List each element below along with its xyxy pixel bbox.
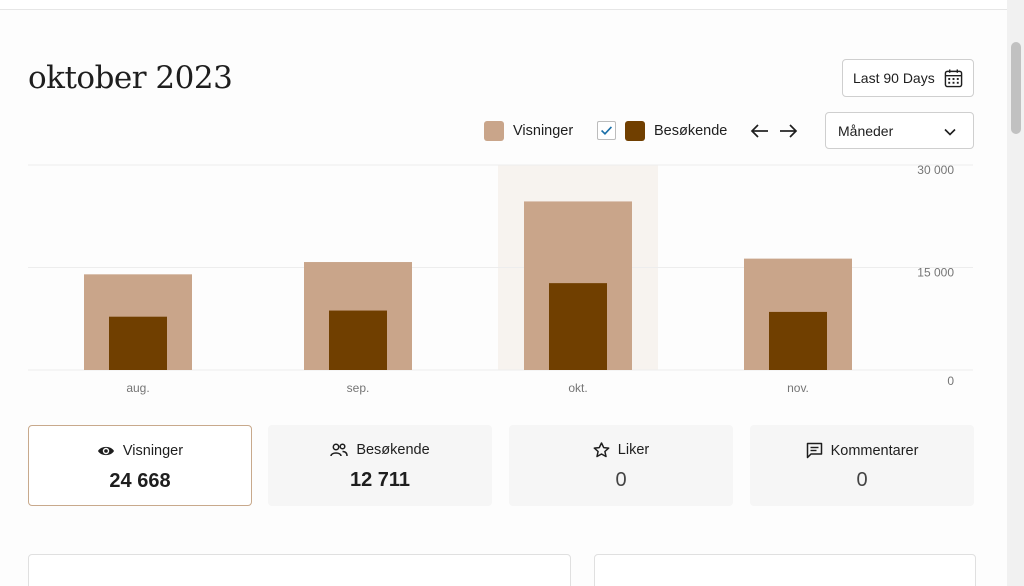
stat-card-views[interactable]: Visninger 24 668 — [28, 425, 252, 506]
stat-value: 0 — [856, 469, 868, 491]
stat-card-visitors[interactable]: Besøkende 12 711 — [268, 425, 492, 506]
visitors-toggle-checkbox[interactable] — [597, 121, 616, 140]
bottom-panel-left — [28, 554, 571, 586]
chevron-down-icon — [944, 128, 956, 136]
eye-icon — [97, 446, 114, 456]
date-range-button[interactable]: Last 90 Days — [842, 59, 974, 97]
stat-value: 12 711 — [349, 469, 411, 491]
bar-visitors[interactable] — [549, 283, 607, 370]
vertical-scrollbar[interactable] — [1007, 0, 1024, 586]
stat-label: Liker — [617, 442, 650, 458]
bar-visitors[interactable] — [769, 311, 827, 370]
legend-visitors-swatch — [625, 121, 645, 141]
x-tick-label: nov. — [787, 381, 809, 395]
arrow-left-icon[interactable] — [750, 121, 770, 141]
x-tick-label: sep. — [347, 381, 370, 395]
period-select[interactable]: Måneder — [825, 112, 974, 149]
comment-icon — [806, 442, 822, 459]
period-select-value: Måneder — [838, 122, 894, 139]
stat-label: Kommentarer — [830, 442, 919, 459]
legend-views[interactable]: Visninger — [484, 120, 573, 142]
bar-visitors[interactable] — [329, 310, 387, 370]
stat-card-likes[interactable]: Liker 0 — [509, 425, 733, 506]
stat-value: 0 — [615, 469, 627, 491]
stat-label: Besøkende — [356, 442, 430, 458]
people-icon — [330, 443, 349, 457]
page-title: oktober 2023 — [28, 60, 233, 96]
legend-views-label: Visninger — [513, 123, 574, 139]
arrow-right-icon[interactable] — [778, 121, 798, 141]
bottom-panel-right — [594, 554, 976, 586]
checkmark-icon — [601, 126, 613, 135]
calendar-icon — [944, 69, 963, 88]
legend-views-swatch — [484, 121, 504, 141]
top-bar — [0, 0, 1007, 10]
star-icon — [593, 442, 610, 458]
stat-value: 24 668 — [109, 470, 171, 492]
scrollbar-thumb[interactable] — [1011, 42, 1021, 134]
legend-visitors-label: Besøkende — [654, 123, 728, 139]
y-tick-label: 30 000 — [917, 163, 954, 177]
y-tick-label: 15 000 — [917, 266, 954, 280]
legend-visitors[interactable]: Besøkende — [625, 120, 727, 142]
stats-bar-chart[interactable]: 30 000 15 000 0 aug. sep. okt. nov. — [0, 160, 1007, 400]
bar-visitors[interactable] — [109, 316, 167, 370]
y-tick-label: 0 — [947, 374, 954, 388]
x-tick-label: okt. — [568, 381, 587, 395]
x-tick-label: aug. — [126, 381, 149, 395]
stat-card-comments[interactable]: Kommentarer 0 — [750, 425, 974, 506]
date-range-label: Last 90 Days — [853, 70, 935, 86]
stat-label: Visninger — [122, 443, 184, 459]
